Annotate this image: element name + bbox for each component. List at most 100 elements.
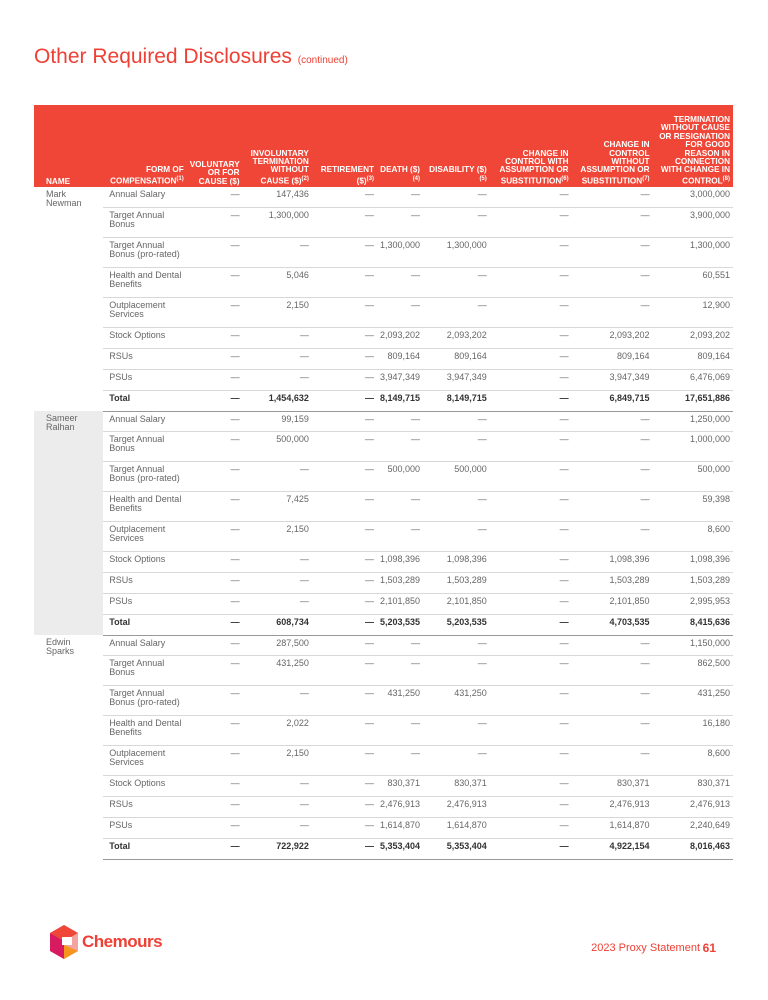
value-cell: 2,093,202 xyxy=(571,327,653,349)
value-cell: — xyxy=(489,390,572,412)
value-cell: — xyxy=(186,411,243,432)
table-row: Mark Newman Annual Salary —147,436— — — — —3,0… xyxy=(34,187,733,208)
footnote-ref: (3) xyxy=(366,175,374,182)
compensation-form: Target Annual Bonus (pro-rated) xyxy=(103,461,187,492)
header-label: Termination without Cause or Resignation… xyxy=(659,115,730,186)
value-cell: — xyxy=(489,715,572,746)
value-cell: — xyxy=(186,390,243,412)
value-cell: — xyxy=(571,411,653,432)
executive-name: Edwin Sparks xyxy=(46,637,75,656)
value-cell: 5,353,404 xyxy=(423,838,490,860)
value-cell: — xyxy=(489,267,572,298)
value-cell: — xyxy=(489,614,572,636)
value-cell: 1,098,396 xyxy=(423,551,490,573)
value-cell: — xyxy=(311,390,377,412)
compensation-form: Total xyxy=(103,838,187,860)
value-cell: 1,503,289 xyxy=(423,572,490,594)
value-cell: — xyxy=(376,635,424,656)
value-cell: — xyxy=(186,817,243,839)
value-cell: 3,947,349 xyxy=(571,369,653,391)
value-cell: 4,922,154 xyxy=(571,838,653,860)
value-cell: — xyxy=(186,207,243,238)
value-cell: 17,651,886 xyxy=(652,390,733,412)
value-cell: — xyxy=(311,207,377,238)
value-cell: 1,454,632 xyxy=(242,390,312,412)
table-row: Total —722,922—5,353,404 5,353,404—4,922,1… xyxy=(34,838,733,860)
header-label: Retirement ($) xyxy=(320,165,374,186)
value-cell: — xyxy=(186,521,243,552)
value-cell: — xyxy=(186,593,243,615)
value-cell: — xyxy=(423,745,490,776)
column-header: Change in Control with Assumption or Sub… xyxy=(489,105,572,187)
value-cell: — xyxy=(186,838,243,860)
value-cell: 431,250 xyxy=(652,685,733,716)
value-cell: — xyxy=(376,715,424,746)
column-header: Name xyxy=(34,105,104,187)
value-cell: 1,503,289 xyxy=(571,572,653,594)
compensation-form: Target Annual Bonus xyxy=(103,655,187,686)
table-row: Stock Options — — —1,098,396 1,098,396—1,098… xyxy=(34,551,733,573)
value-cell: — xyxy=(186,614,243,636)
value-cell: — xyxy=(311,796,377,818)
compensation-form: RSUs xyxy=(103,572,187,594)
value-cell: 500,000 xyxy=(423,461,490,492)
table-header: Name Form of Compensation(1) Voluntary or … xyxy=(34,105,733,187)
value-cell: — xyxy=(311,593,377,615)
column-header: Change in Control without Assumption or … xyxy=(571,105,653,187)
value-cell: — xyxy=(242,461,312,492)
value-cell: — xyxy=(489,411,572,432)
value-cell: — xyxy=(311,745,377,776)
header-label: Name xyxy=(46,176,71,186)
value-cell: — xyxy=(423,411,490,432)
value-cell: 500,000 xyxy=(652,461,733,492)
title-text: Other Required Disclosures xyxy=(34,45,292,68)
value-cell: 2,150 xyxy=(242,297,312,328)
compensation-form: Total xyxy=(103,614,187,636)
value-cell: — xyxy=(571,461,653,492)
value-cell: — xyxy=(242,327,312,349)
value-cell: 4,703,535 xyxy=(571,614,653,636)
value-cell: 2,093,202 xyxy=(652,327,733,349)
table-row: PSUs — — —2,101,850 2,101,850—2,101,850 2,995… xyxy=(34,593,733,615)
value-cell: — xyxy=(423,491,490,522)
value-cell: 608,734 xyxy=(242,614,312,636)
value-cell: 809,164 xyxy=(376,348,424,370)
value-cell: — xyxy=(311,237,377,268)
table-row: Target Annual Bonus —431,250— — — — —862,500 xyxy=(34,655,733,686)
value-cell: — xyxy=(242,551,312,573)
value-cell: — xyxy=(186,635,243,656)
compensation-form: Health and Dental Benefits xyxy=(103,715,187,746)
value-cell: 809,164 xyxy=(652,348,733,370)
value-cell: — xyxy=(311,838,377,860)
value-cell: 500,000 xyxy=(376,461,424,492)
compensation-form: Target Annual Bonus xyxy=(103,431,187,462)
page-number: 61 xyxy=(702,941,716,955)
value-cell: — xyxy=(423,715,490,746)
value-cell: 8,016,463 xyxy=(652,838,733,860)
compensation-form: Outplacement Services xyxy=(103,297,187,328)
value-cell: 8,149,715 xyxy=(376,390,424,412)
value-cell: 3,947,349 xyxy=(423,369,490,391)
table-row: Target Annual Bonus —500,000— — — — —1,000,00… xyxy=(34,431,733,462)
value-cell: — xyxy=(376,411,424,432)
value-cell: — xyxy=(186,297,243,328)
value-cell: — xyxy=(311,461,377,492)
value-cell: 5,203,535 xyxy=(423,614,490,636)
value-cell: 5,203,535 xyxy=(376,614,424,636)
value-cell: 809,164 xyxy=(423,348,490,370)
value-cell: — xyxy=(489,207,572,238)
value-cell: — xyxy=(242,593,312,615)
column-header: Termination without Cause or Resignation… xyxy=(652,105,733,187)
value-cell: — xyxy=(489,775,572,797)
value-cell: 1,150,000 xyxy=(652,635,733,656)
value-cell: 1,503,289 xyxy=(652,572,733,594)
value-cell: — xyxy=(311,521,377,552)
value-cell: 830,371 xyxy=(423,775,490,797)
value-cell: 1,300,000 xyxy=(423,237,490,268)
value-cell: — xyxy=(571,297,653,328)
value-cell: — xyxy=(489,796,572,818)
value-cell: — xyxy=(571,237,653,268)
table-row: Target Annual Bonus (pro-rated) — — —1,300,… xyxy=(34,237,733,268)
table-row: Outplacement Services —2,150— — — — —12,900 xyxy=(34,297,733,328)
value-cell: — xyxy=(186,572,243,594)
